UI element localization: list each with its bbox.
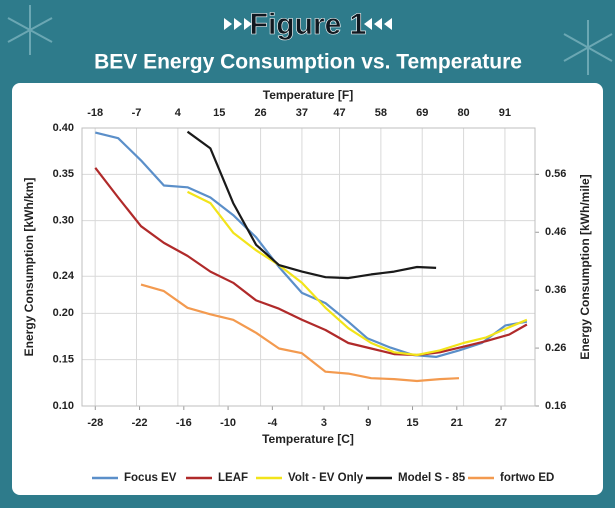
x2-tick-label: 26 (254, 107, 266, 119)
y2-tick-label: 0.56 (545, 168, 566, 180)
snowflake-right (563, 20, 613, 75)
x-axis-label: Temperature [C] (262, 432, 354, 446)
snowflake-left (7, 5, 53, 55)
series-line (95, 131, 528, 358)
series-line (94, 167, 528, 357)
y-tick-label: 0.10 (53, 400, 74, 412)
y2-tick-label: 0.16 (545, 400, 566, 412)
y-axis-label: Energy Consumption [kWh/km] (22, 178, 36, 357)
x-tick-label: 27 (495, 417, 507, 429)
y-tick-label: 0.20 (53, 307, 74, 319)
x-tick-label: 21 (451, 417, 463, 429)
legend-label: fortwo ED (500, 472, 554, 484)
x-tick-label: 15 (406, 417, 418, 429)
x2-tick-label: 15 (213, 107, 225, 119)
legend-label: Volt - EV Only (288, 472, 364, 484)
x2-tick-label: 37 (296, 107, 308, 119)
x2-tick-label: 58 (375, 107, 387, 119)
x2-tick-label: -7 (132, 107, 142, 119)
x-tick-label: -16 (176, 417, 192, 429)
legend-label: Model S - 85 (398, 472, 466, 484)
x2-tick-label: 91 (499, 107, 511, 119)
legend-label: Focus EV (124, 472, 177, 484)
x-tick-label: 9 (365, 417, 371, 429)
y-tick-label: 0.24 (53, 270, 75, 282)
x2-axis-label: Temperature [F] (263, 88, 353, 102)
chart-title: Figure 1 (250, 8, 367, 41)
title-arrows-left (224, 18, 252, 30)
series-line (140, 283, 460, 383)
plot-border (81, 127, 536, 407)
x-tick-label: 3 (321, 417, 327, 429)
title-arrows-right (364, 18, 392, 30)
x-tick-label: -4 (267, 417, 278, 429)
x-tick-label: -10 (220, 417, 236, 429)
chart-subtitle: BEV Energy Consumption vs. Temperature (94, 51, 522, 74)
x-tick-label: -28 (87, 417, 103, 429)
series-line (187, 190, 528, 357)
legend-label: LEAF (218, 472, 248, 484)
series-line (186, 130, 437, 280)
x2-tick-label: 47 (333, 107, 345, 119)
y2-axis-label: Energy Consumption [kWh/mile] (578, 174, 592, 359)
y-tick-label: 0.30 (53, 215, 74, 227)
y-tick-label: 0.40 (53, 122, 74, 134)
y2-tick-label: 0.46 (545, 226, 566, 238)
x2-tick-label: -18 (87, 107, 103, 119)
y-tick-label: 0.15 (53, 354, 74, 366)
y2-tick-label: 0.36 (545, 284, 566, 296)
y2-tick-label: 0.26 (545, 342, 566, 354)
x2-tick-label: 69 (416, 107, 428, 119)
x2-tick-label: 4 (175, 107, 182, 119)
x-tick-label: -22 (132, 417, 148, 429)
y-tick-label: 0.35 (53, 168, 74, 180)
x2-tick-label: 80 (457, 107, 469, 119)
